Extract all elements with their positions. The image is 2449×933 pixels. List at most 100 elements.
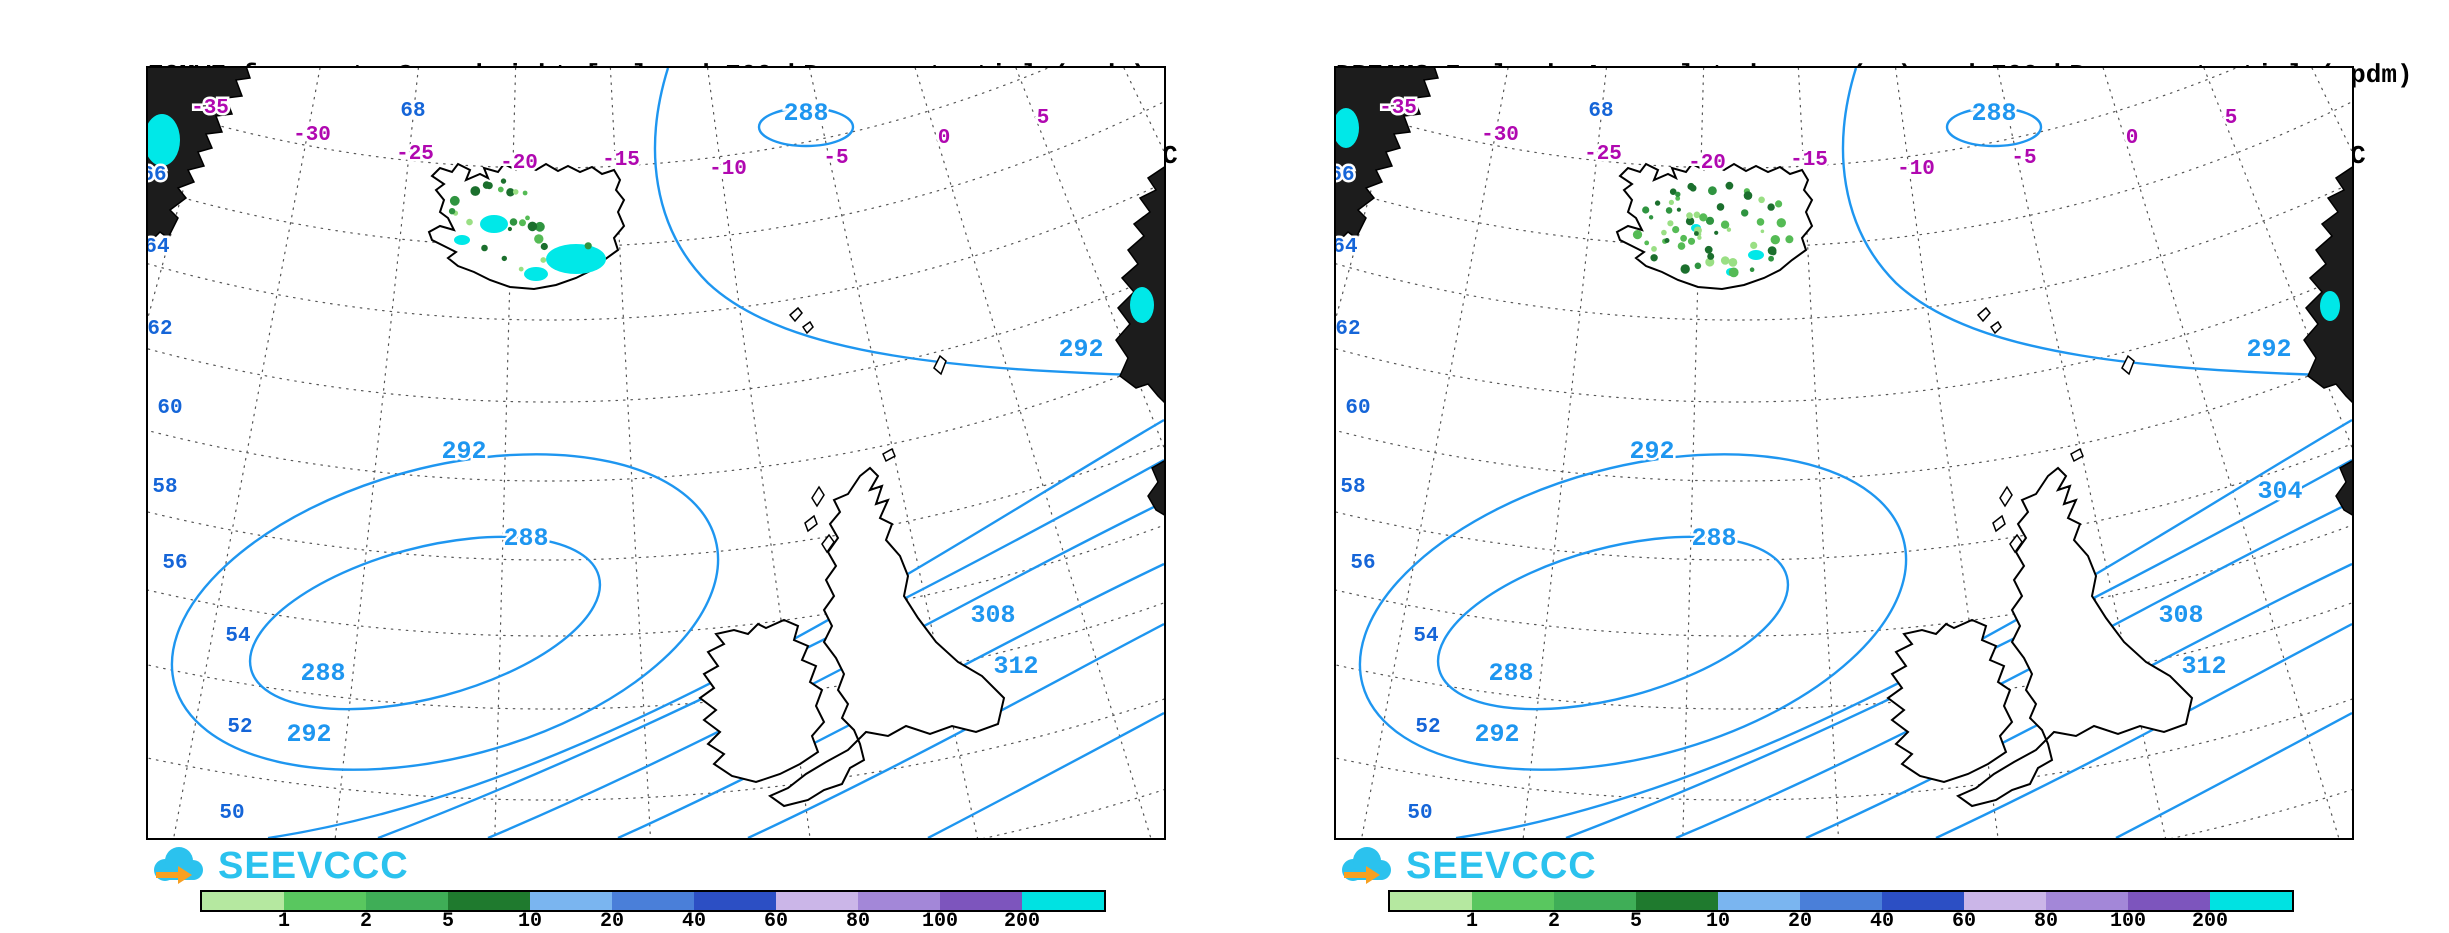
snow-dot: [1650, 254, 1658, 262]
contour-line-292-low: [1358, 453, 1908, 771]
snow-dot: [1720, 256, 1730, 265]
snow-dot: [509, 218, 518, 226]
snow-dot: [1770, 235, 1780, 245]
longitude-label: -35: [191, 97, 229, 120]
snow-dot: [507, 226, 512, 232]
coast-ireland: [698, 618, 826, 784]
map-labels: -35 -30 -25 -20 -15 -10 -5 0 5 68 66 64 62 60 58 56 54 52…: [1334, 95, 2305, 828]
snow-dot: [1743, 191, 1753, 200]
legend-segment: [1022, 892, 1104, 910]
legend-value: 80: [2033, 910, 2059, 933]
longitude-label: -20: [1688, 152, 1726, 175]
map-content: -35 -30 -25 -20 -15 -10 -5 0 5 68 66 64 62 60 58 56 54 52…: [148, 68, 1164, 838]
seevccc-logo-text: SEEVCCC: [218, 844, 409, 887]
latitude-label: 50: [219, 802, 244, 825]
legend-value: 200: [2191, 910, 2229, 933]
latitude-label: 54: [1413, 625, 1438, 648]
snow-field: [1336, 108, 2340, 321]
map-content: -35 -30 -25 -20 -15 -10 -5 0 5 68 66 64 62 60 58 56 54 52…: [1334, 68, 2352, 838]
snow-dot: [485, 182, 493, 190]
legend-value: 1: [1465, 910, 1479, 933]
snow-dot: [1707, 252, 1715, 260]
legend-segment: [1964, 892, 2046, 910]
contour-label: 292: [1058, 335, 1103, 364]
seevccc-logo: SEEVCCC: [1336, 842, 1597, 890]
legend-segment: [1472, 892, 1554, 910]
contour-label: 292: [1474, 720, 1519, 749]
coast-island: [2121, 354, 2135, 376]
snow-legend-labels: 1 2 5 10 20 40 60 80 100 200: [200, 902, 1102, 933]
coast-island: [811, 485, 825, 508]
coast-island: [821, 533, 835, 554]
forecast-panel-ecmwf: ECMWF forecast: Snow height [cm] and 700…: [146, 6, 1178, 933]
snow-legend-bar: [200, 890, 1106, 912]
snow-dot: [1668, 199, 1674, 205]
snow-patch-heavy: [1336, 108, 1359, 148]
legend-value: 80: [845, 910, 871, 933]
coast-norway-south: [1147, 460, 1164, 516]
contour-label: 292: [1629, 437, 1674, 466]
legend-value: 10: [517, 910, 543, 933]
parallel-line: [148, 524, 1164, 637]
contour-label: 312: [2181, 652, 2226, 681]
snow-dot: [525, 215, 530, 221]
snow-dot: [466, 218, 473, 226]
snow-dot: [519, 219, 526, 227]
latitude-label: 52: [227, 716, 252, 739]
legend-segment: [530, 892, 612, 910]
contour-line-288-low: [1436, 535, 1790, 711]
meridian-line: [706, 68, 811, 838]
snow-dot: [1749, 267, 1755, 272]
snow-dot: [1699, 213, 1708, 222]
snow-dot: [1756, 218, 1765, 226]
snow-dot: [1750, 241, 1758, 249]
contour-line: [747, 622, 1164, 838]
longitude-label: 0: [2126, 127, 2139, 150]
snow-dot: [1680, 264, 1690, 274]
snow-dot: [1676, 207, 1681, 212]
snow-dot: [1677, 242, 1686, 250]
latitude-label: 62: [1335, 318, 1360, 341]
snow-dot: [506, 188, 515, 197]
snow-dot: [1694, 231, 1699, 236]
longitude-label: -25: [1584, 143, 1622, 166]
snow-dot: [534, 234, 544, 244]
legend-value: 2: [359, 910, 373, 933]
snow-dot: [1685, 217, 1695, 226]
latitude-label: 64: [1334, 236, 1358, 259]
coast-island: [801, 320, 814, 335]
coast-island: [1992, 514, 2006, 533]
snow-dot: [1760, 229, 1765, 234]
snow-patch-heavy: [1130, 287, 1154, 323]
legend-value: 20: [1787, 910, 1813, 933]
snow-dot: [1697, 235, 1702, 240]
snow-dot: [1669, 188, 1677, 195]
snow-dot: [1705, 257, 1715, 267]
snow-dot: [1689, 184, 1697, 192]
snow-dot: [1642, 206, 1650, 214]
coast-norway: [2303, 166, 2352, 404]
coast-norway-south: [2335, 460, 2352, 516]
snow-dot: [1728, 267, 1739, 278]
coast-island: [882, 447, 896, 463]
contour-label: 304: [2257, 477, 2302, 506]
contour-label: 288: [783, 99, 828, 128]
latitude-label: 50: [1407, 802, 1432, 825]
latitude-label: 58: [1340, 476, 1365, 499]
legend-segment: [2210, 892, 2292, 910]
cloud-icon: [1342, 847, 1391, 884]
snow-patch-heavy: [2320, 291, 2340, 321]
snow-dot: [448, 208, 456, 215]
longitude-label: 5: [2225, 107, 2238, 130]
longitude-label: -10: [709, 158, 747, 181]
longitude-label: -15: [602, 149, 640, 172]
snow-dot: [1651, 246, 1657, 252]
contour-label: 288: [503, 524, 548, 553]
legend-segment: [1554, 892, 1636, 910]
snow-dot: [470, 186, 481, 196]
coast-island: [2070, 447, 2084, 463]
snow-dot: [1693, 211, 1701, 219]
coast-island: [1976, 306, 1991, 323]
contour-label: 288: [1971, 99, 2016, 128]
contour-label: 292: [441, 437, 486, 466]
